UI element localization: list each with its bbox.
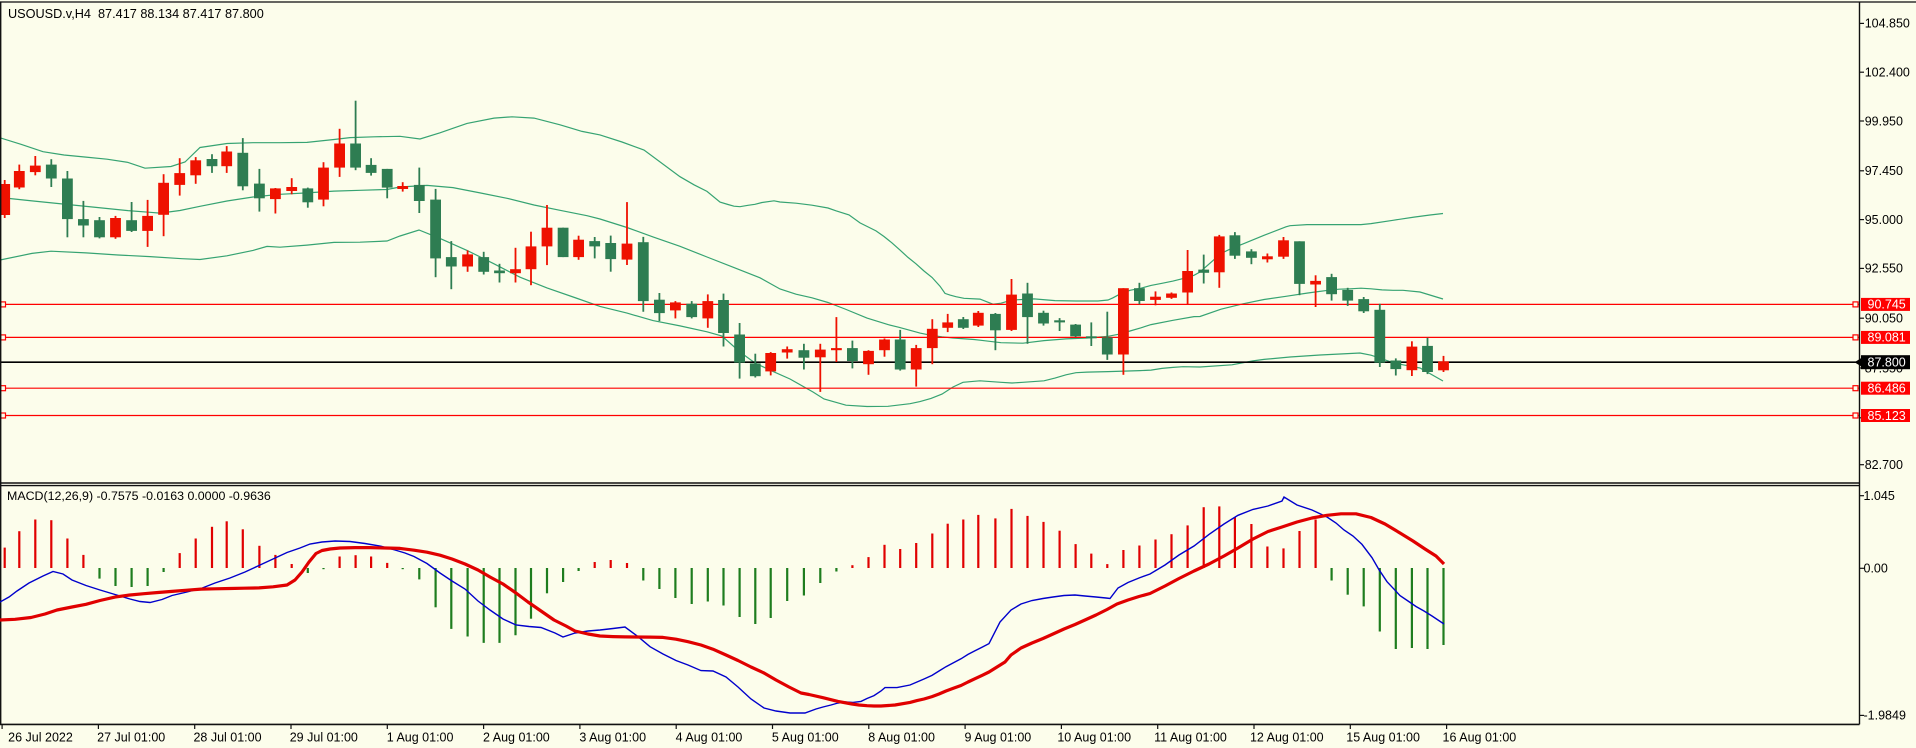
svg-text:-1.9849: -1.9849 — [1864, 709, 1906, 723]
svg-text:16 Aug 01:00: 16 Aug 01:00 — [1443, 731, 1517, 745]
svg-text:12 Aug 01:00: 12 Aug 01:00 — [1250, 731, 1324, 745]
svg-text:82.700: 82.700 — [1865, 458, 1903, 472]
svg-text:8 Aug 01:00: 8 Aug 01:00 — [868, 731, 935, 745]
svg-text:11 Aug 01:00: 11 Aug 01:00 — [1154, 731, 1227, 745]
svg-text:85.123: 85.123 — [1868, 409, 1906, 423]
svg-text:95.000: 95.000 — [1865, 213, 1903, 227]
svg-text:1.045: 1.045 — [1864, 489, 1895, 503]
svg-text:1 Aug 01:00: 1 Aug 01:00 — [387, 731, 454, 745]
svg-text:4 Aug 01:00: 4 Aug 01:00 — [676, 731, 743, 745]
svg-text:90.745: 90.745 — [1868, 298, 1906, 312]
svg-text:29 Jul 01:00: 29 Jul 01:00 — [290, 731, 358, 745]
svg-text:9 Aug 01:00: 9 Aug 01:00 — [965, 731, 1032, 745]
svg-text:3 Aug 01:00: 3 Aug 01:00 — [579, 731, 646, 745]
svg-text:26 Jul 2022: 26 Jul 2022 — [8, 731, 73, 745]
svg-text:10 Aug 01:00: 10 Aug 01:00 — [1057, 731, 1131, 745]
svg-text:92.550: 92.550 — [1865, 262, 1903, 276]
svg-text:90.050: 90.050 — [1865, 312, 1903, 326]
svg-text:97.450: 97.450 — [1865, 164, 1903, 178]
svg-text:104.850: 104.850 — [1865, 17, 1910, 31]
svg-text:5 Aug 01:00: 5 Aug 01:00 — [772, 731, 839, 745]
svg-text:USOUSD.v,H4 87.417 88.134 87.: USOUSD.v,H4 87.417 88.134 87.417 87.800 — [8, 7, 264, 21]
svg-text:MACD(12,26,9) -0.7575 -0.0163: MACD(12,26,9) -0.7575 -0.0163 0.0000 -0.… — [7, 489, 271, 503]
svg-text:87.800: 87.800 — [1868, 356, 1906, 370]
svg-text:28 Jul 01:00: 28 Jul 01:00 — [193, 731, 261, 745]
svg-text:0.00: 0.00 — [1864, 562, 1888, 576]
svg-text:27 Jul 01:00: 27 Jul 01:00 — [97, 731, 165, 745]
svg-text:2 Aug 01:00: 2 Aug 01:00 — [483, 731, 550, 745]
svg-text:86.486: 86.486 — [1868, 382, 1906, 396]
svg-text:89.081: 89.081 — [1868, 331, 1906, 345]
svg-text:99.950: 99.950 — [1865, 114, 1903, 128]
svg-text:102.400: 102.400 — [1865, 66, 1910, 80]
svg-text:15 Aug 01:00: 15 Aug 01:00 — [1346, 731, 1420, 745]
